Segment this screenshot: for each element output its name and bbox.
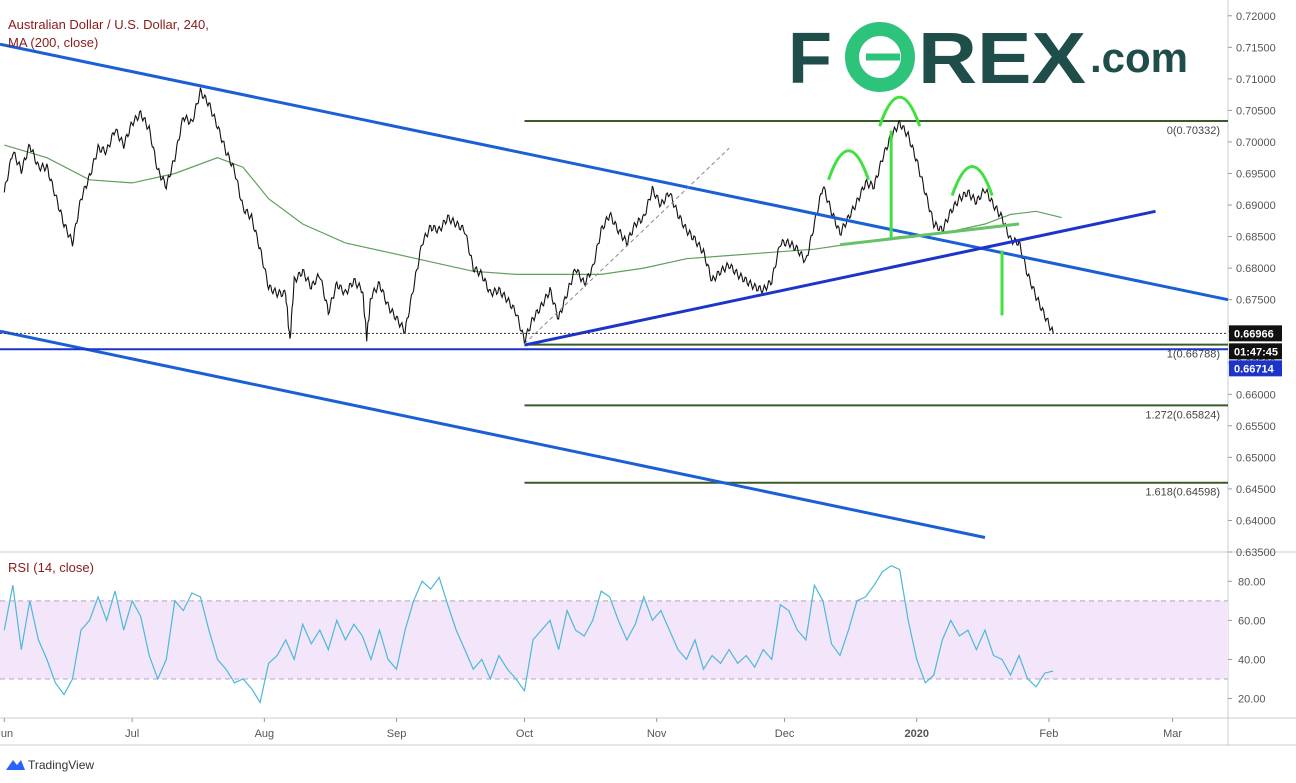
time-axis-label: 2020 — [904, 728, 928, 740]
right-shoulder-arc — [950, 165, 994, 196]
price-badge — [1229, 360, 1282, 377]
time-axis-label: Dec — [775, 728, 795, 740]
price-badge — [1229, 325, 1282, 342]
price-axis-label: 0.63500 — [1236, 547, 1276, 559]
time-axis-label: Oct — [516, 728, 533, 740]
price-axis-label: 0.64500 — [1236, 484, 1276, 496]
trendline-neckline — [839, 222, 1020, 247]
rsi-axis-label: 20.00 — [1238, 693, 1266, 705]
fib-level-label: 1.272(0.65824) — [1145, 409, 1220, 421]
price-axis-label: 0.68000 — [1236, 263, 1276, 275]
time-axis-label: Jun — [0, 728, 13, 740]
time-axis-label: Feb — [1039, 728, 1058, 740]
price-axis-label: 0.66000 — [1236, 389, 1276, 401]
trendline-uptrend-support — [524, 209, 1156, 347]
chart-title: Australian Dollar / U.S. Dollar, 240, — [8, 17, 209, 32]
price-axis-label: 0.70000 — [1236, 137, 1276, 149]
price-axis-label: 0.69500 — [1236, 168, 1276, 180]
price-axis-label: 0.65000 — [1236, 452, 1276, 464]
price-axis-label: 0.69000 — [1236, 200, 1276, 212]
price-axis-label: 0.68500 — [1236, 232, 1276, 244]
tradingview-brand: TradingView — [28, 758, 94, 772]
left-shoulder-arc — [827, 149, 870, 181]
fib-level-label: 1.618(0.64598) — [1145, 487, 1220, 499]
price-axis-label: 0.67500 — [1236, 295, 1276, 307]
head-arc — [878, 95, 922, 127]
tradingview-logo[interactable]: TradingView — [6, 758, 94, 772]
forex-watermark: F REX .com — [788, 19, 1188, 99]
rsi-overbought-oversold-band — [0, 600, 1228, 679]
fib-level-label: 0(0.70332) — [1167, 125, 1220, 137]
rsi-axis-label: 40.00 — [1238, 654, 1266, 666]
price-badge-label: 0.66966 — [1234, 328, 1274, 340]
watermark-f: F — [788, 19, 832, 99]
rsi-line — [3, 565, 1054, 704]
rsi-indicator-label: RSI (14, close) — [8, 560, 94, 575]
price-axis-label: 0.71000 — [1236, 74, 1276, 86]
price-axis-label: 0.64000 — [1236, 515, 1276, 527]
watermark-o-icon — [845, 22, 915, 92]
price-badge-label: 01:47:45 — [1234, 346, 1278, 358]
watermark-rex: REX — [918, 19, 1086, 99]
ma-indicator-label: MA (200, close) — [8, 35, 98, 50]
price-badge-label: 0.66714 — [1234, 363, 1275, 375]
watermark-com: .com — [1090, 34, 1188, 81]
price-badge — [1229, 343, 1282, 360]
rsi-axis-label: 60.00 — [1238, 615, 1266, 627]
price-axis-label: 0.70500 — [1236, 105, 1276, 117]
time-axis-label: Mar — [1163, 728, 1182, 740]
audusd-price-line — [3, 87, 1054, 344]
price-axis-label: 0.71500 — [1236, 42, 1276, 54]
time-axis-label: Aug — [255, 728, 275, 740]
fib-level-label: 1(0.66788) — [1167, 349, 1220, 361]
time-axis-label: Jul — [125, 728, 139, 740]
price-axis-label: 0.72000 — [1236, 11, 1276, 23]
trendline-projection-dashed — [524, 147, 730, 345]
trendline-lower-downtrend — [0, 329, 986, 539]
tradingview-icon — [6, 760, 25, 770]
rsi-axis-label: 80.00 — [1238, 576, 1266, 588]
price-axis-label: 0.65500 — [1236, 421, 1276, 433]
trendline-upper-downtrend — [0, 42, 1229, 302]
time-axis-label: Sep — [387, 728, 407, 740]
time-axis-label: Nov — [647, 728, 667, 740]
